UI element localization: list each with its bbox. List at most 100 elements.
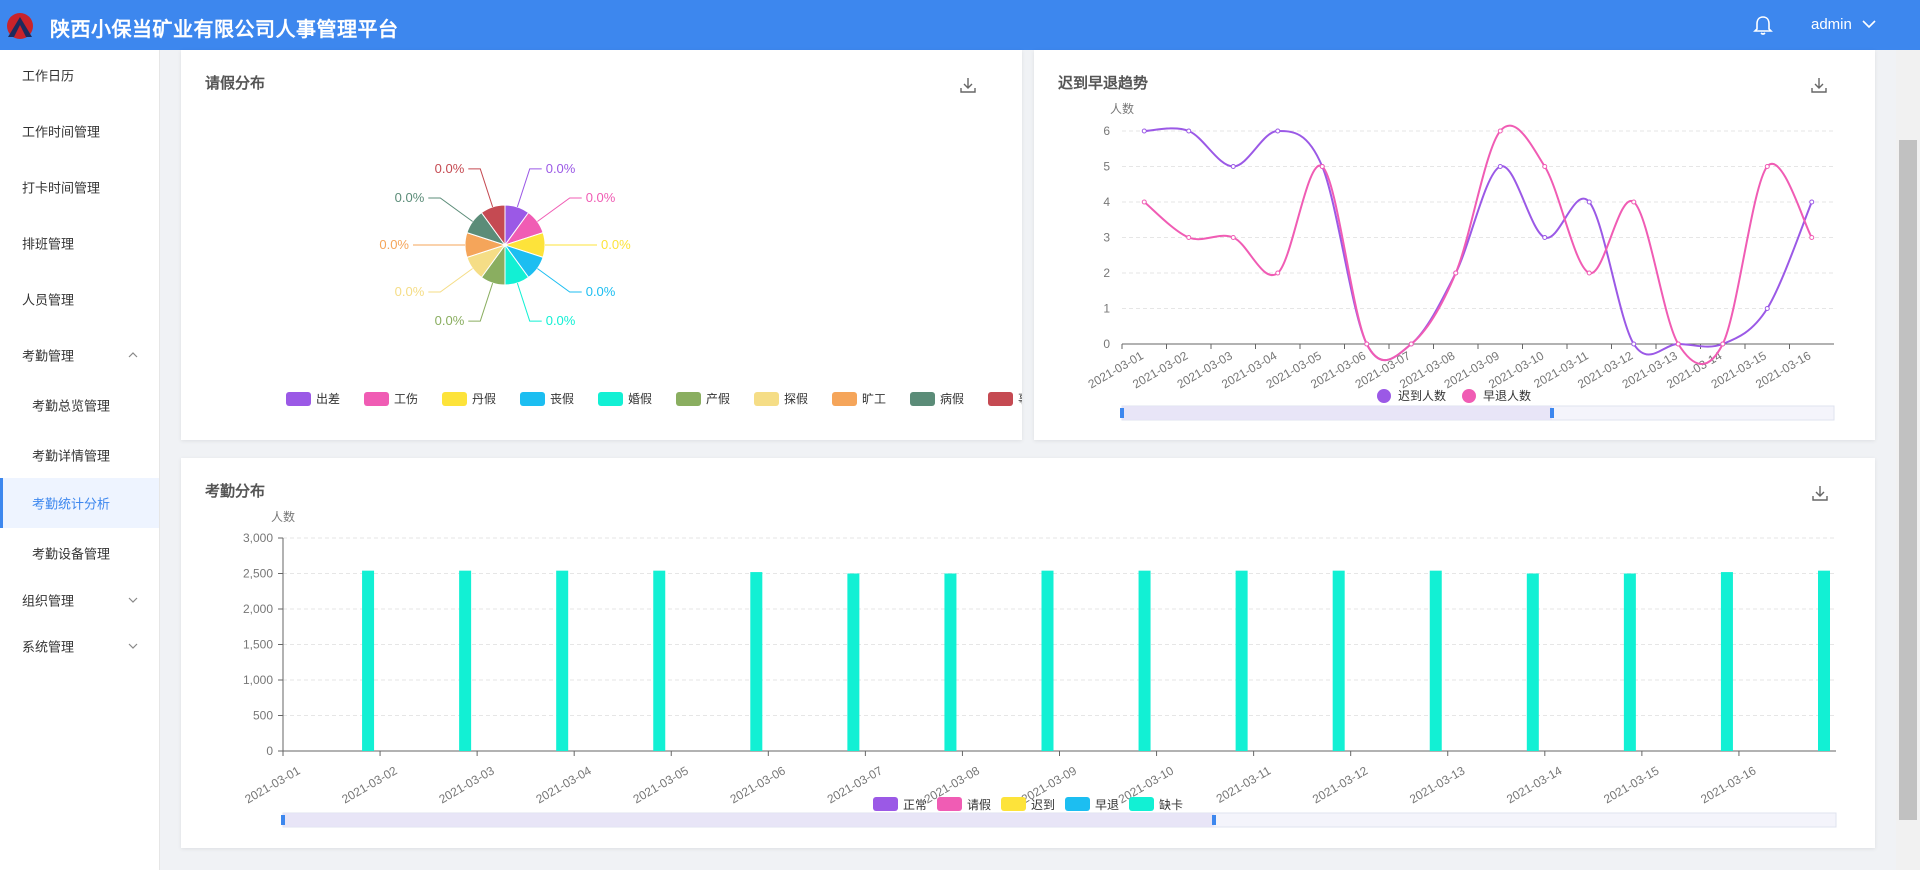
pie-label: 0.0% (586, 284, 616, 299)
sidebar-item-attendance-overview[interactable]: 考勤总览管理 (0, 380, 159, 430)
pie-label: 0.0% (601, 237, 631, 252)
sidebar-item-label: 打卡时间管理 (22, 180, 101, 196)
data-point (1809, 199, 1815, 205)
y-tick-label: 2,000 (243, 602, 273, 616)
x-tick-label: 2021-03-01 (242, 763, 302, 806)
data-point (1141, 199, 1147, 205)
legend-label: 缺卡 (1159, 797, 1183, 812)
attendance-distribution-card: 考勤分布 0 500 1,000 1,500 2,000 2,500 3,000 人数 2021… (181, 458, 1875, 848)
legend-label: 事假 (1018, 392, 1022, 406)
legend-label: 病假 (940, 391, 964, 406)
legend-swatch (520, 392, 545, 406)
y-axis-title: 人数 (271, 509, 295, 524)
sidebar-item-label: 考勤总览管理 (32, 398, 111, 414)
bar (1720, 572, 1733, 751)
pie-label-line (428, 197, 473, 222)
legend-marker (1462, 389, 1476, 403)
bar (1041, 570, 1054, 751)
sidebar-item-attendance-statistics[interactable]: 考勤统计分析 (0, 478, 159, 528)
user-menu[interactable]: admin (1811, 16, 1852, 33)
legend-swatch (1065, 797, 1090, 811)
leave-distribution-card: 请假分布 0.0% 0.0% 0.0% 0.0% 0.0% 0.0% 0.0% 0.0% 0.0… (181, 50, 1022, 440)
data-point (1453, 270, 1459, 276)
bar (750, 572, 763, 751)
x-tick-label: 2021-03-04 (534, 763, 594, 806)
chevron-up-icon (128, 352, 138, 358)
legend-label: 丹假 (472, 392, 496, 406)
data-point (1631, 341, 1637, 347)
download-icon[interactable] (1810, 76, 1828, 94)
late-early-trend-card: 迟到早退趋势 0 1 2 3 4 5 6 人数 2021-03-01 2021-03-02 2021… (1034, 50, 1875, 440)
download-icon[interactable] (1811, 484, 1829, 502)
x-tick-label: 2021-03-15 (1601, 763, 1661, 806)
bar (1138, 570, 1151, 751)
legend-swatch (910, 392, 935, 406)
y-tick-label: 3,000 (243, 531, 273, 545)
data-point (1586, 270, 1592, 276)
data-point (1809, 235, 1815, 240)
data-point (1141, 128, 1147, 134)
bar (459, 570, 472, 751)
y-tick-label: 1 (1103, 302, 1110, 316)
datazoom-handle (1212, 815, 1216, 825)
sidebar-item-work-time[interactable]: 工作时间管理 (0, 106, 159, 156)
pie-slice (480, 204, 506, 247)
sidebar-item-attendance[interactable]: 考勤管理 (0, 330, 159, 380)
legend-label: 婚假 (628, 392, 652, 406)
x-tick-label: 2021-03-14 (1504, 763, 1564, 806)
sidebar-item-label: 系统管理 (22, 639, 75, 655)
sidebar-item-work-calendar[interactable]: 工作日历 (0, 50, 159, 100)
y-tick-label: 500 (253, 709, 273, 723)
sidebar-item-system[interactable]: 系统管理 (0, 621, 159, 671)
data-point (1631, 199, 1637, 205)
legend-swatch (1129, 797, 1154, 811)
y-tick-label: 1,000 (243, 673, 273, 687)
bar (944, 573, 957, 751)
card-title: 请假分布 (205, 75, 266, 92)
data-point (1764, 306, 1770, 311)
app-title: 陕西小保当矿业有限公司人事管理平台 (50, 19, 399, 41)
legend-swatch (676, 392, 701, 406)
legend-label: 产假 (706, 392, 730, 406)
pie-label: 0.0% (435, 161, 465, 176)
sidebar-item-organization[interactable]: 组织管理 (0, 575, 159, 625)
datazoom-selection (283, 813, 1214, 827)
legend-swatch (364, 392, 389, 406)
legend-swatch (937, 797, 962, 811)
company-logo-icon (7, 13, 33, 39)
y-axis-title: 人数 (1110, 101, 1134, 116)
bar (847, 573, 860, 751)
bar (1818, 570, 1830, 751)
pie-label-line (537, 268, 582, 293)
x-tick-label: 2021-03-06 (728, 763, 788, 806)
download-icon[interactable] (959, 76, 977, 94)
datazoom-handle (1120, 408, 1124, 418)
sidebar-item-attendance-detail[interactable]: 考勤详情管理 (0, 430, 159, 480)
sidebar-item-clock-time[interactable]: 打卡时间管理 (0, 162, 159, 212)
legend-label: 请假 (967, 798, 991, 812)
legend-swatch (1001, 797, 1026, 811)
pie-label-line (428, 268, 473, 293)
legend-swatch (988, 392, 1013, 406)
data-point (1675, 341, 1681, 347)
sidebar-item-scheduling[interactable]: 排班管理 (0, 218, 159, 268)
scrollbar-thumb[interactable] (1899, 140, 1917, 820)
y-tick-label: 5 (1103, 160, 1110, 174)
data-point (1319, 164, 1325, 169)
late-early-line-chart: 0123456人数2021-03-012021-03-022021-03-032… (1086, 101, 1835, 421)
page-scrollbar[interactable] (1896, 50, 1920, 870)
sidebar-item-attendance-devices[interactable]: 考勤设备管理 (0, 528, 159, 578)
legend-marker (1377, 389, 1391, 403)
card-title: 迟到早退趋势 (1058, 75, 1149, 92)
bell-icon[interactable] (1752, 14, 1774, 36)
bar (1235, 570, 1248, 751)
sidebar-item-personnel[interactable]: 人员管理 (0, 274, 159, 324)
pie-label: 0.0% (586, 190, 616, 205)
sidebar-item-label: 组织管理 (22, 593, 75, 609)
datazoom-handle (1550, 408, 1554, 418)
legend-label: 工伤 (394, 392, 418, 406)
data-point (1364, 341, 1370, 347)
legend-label: 出差 (316, 392, 340, 406)
chevron-down-icon[interactable] (1862, 19, 1876, 29)
data-point (1275, 270, 1281, 276)
